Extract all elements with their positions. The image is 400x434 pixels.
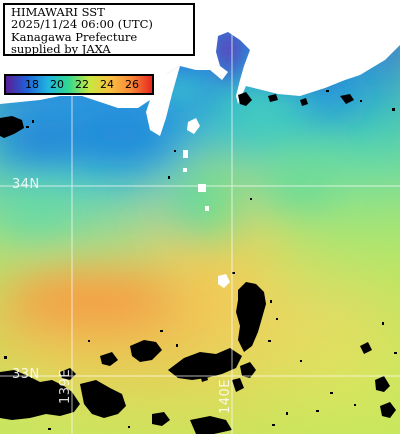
temperature-legend: 18 20 22 24 26 [4, 74, 154, 95]
lon-label-139e: 139E [58, 368, 73, 404]
lat-label-34n: 34N [12, 177, 40, 192]
data-credit: supplied by JAXA [11, 42, 111, 57]
land-kozushima [183, 168, 187, 172]
legend-tick-20: 20 [50, 78, 64, 91]
land-oshima [187, 118, 200, 134]
lat-label-33n: 33N [12, 367, 40, 382]
region-name: Kanagawa Prefecture [11, 29, 138, 44]
legend-color-bar [6, 76, 152, 93]
cloud-speckles [4, 90, 397, 430]
land-hachijojima [218, 274, 230, 288]
land-mikurajima [205, 206, 209, 211]
cloud-mask [0, 92, 396, 434]
observation-time: 2025/11/24 06:00 (UTC) [11, 17, 153, 32]
land-miyakejima [198, 184, 206, 192]
legend-tick-24: 24 [100, 78, 114, 91]
info-box: HIMAWARI SST 2025/11/24 06:00 (UTC) Kana… [3, 3, 195, 56]
land-niijima [183, 150, 188, 158]
lon-label-140e: 140E [218, 378, 233, 414]
product-title: HIMAWARI SST [11, 5, 105, 19]
legend-tick-26: 26 [125, 78, 139, 91]
legend-tick-18: 18 [25, 78, 39, 91]
legend-tick-22: 22 [75, 78, 89, 91]
land-izu-peninsula [146, 66, 180, 136]
